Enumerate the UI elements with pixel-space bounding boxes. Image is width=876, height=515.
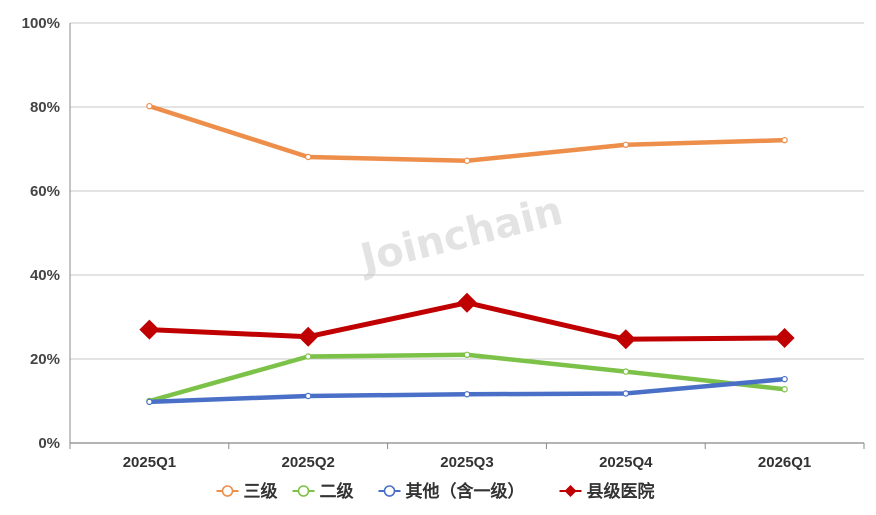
legend-marker [221, 485, 234, 497]
data-point-marker [457, 292, 477, 313]
legend-marker [564, 485, 577, 497]
y-tick-label: 60% [30, 183, 60, 200]
data-point-marker [305, 353, 312, 360]
legend-marker [383, 485, 396, 497]
x-tick-label: 2025Q3 [440, 454, 493, 471]
data-point-marker [298, 326, 319, 347]
data-point-marker [622, 141, 630, 148]
data-point-marker [463, 391, 471, 398]
data-point-marker [139, 319, 160, 340]
legend-item: 其他（含一级） [378, 481, 525, 502]
data-point-marker [463, 157, 471, 164]
series-group [139, 292, 795, 350]
axes [69, 23, 865, 449]
series-group [146, 102, 788, 164]
series-line [147, 376, 787, 405]
x-tick-label: 2025Q2 [282, 454, 335, 471]
data-point-marker [622, 390, 630, 397]
data-point-marker [774, 328, 795, 348]
legend-label: 二级 [320, 481, 354, 502]
x-tick-label: 2025Q1 [123, 454, 176, 471]
data-point-marker [146, 102, 153, 110]
data-point-marker [781, 386, 788, 393]
gridlines [70, 22, 864, 360]
data-point-marker [463, 351, 471, 358]
y-tick-label: 0% [38, 435, 60, 452]
legend-label: 三级 [244, 481, 278, 502]
data-point-marker [146, 398, 153, 406]
y-tick-label: 100% [22, 15, 60, 32]
y-tick-label: 40% [30, 267, 60, 284]
x-tick-label: 2026Q1 [758, 454, 811, 471]
series-group [146, 375, 788, 406]
series-line [147, 103, 787, 164]
y-tick-label: 20% [30, 351, 60, 368]
y-tick-label: 80% [30, 99, 60, 116]
data-point-marker [305, 153, 312, 161]
data-point-marker [781, 375, 788, 383]
x-tick-label: 2025Q4 [599, 454, 653, 471]
series-lines [139, 102, 795, 406]
data-point-marker [781, 136, 788, 144]
legend-item: 三级 [216, 481, 278, 502]
x-axis-ticks: 2025Q1 2025Q2 2025Q3 2025Q4 2026Q1 [123, 454, 812, 471]
legend-label: 其他（含一级） [406, 481, 525, 502]
legend-item: 二级 [292, 481, 354, 502]
watermark: Joinchain [353, 188, 567, 283]
y-axis-ticks: 0% 20% 40% 60% 80% 100% [22, 15, 60, 452]
legend-item: 县级医院 [559, 481, 655, 502]
legend: 三级 二级 其他（含一级） 县级医院 [216, 481, 655, 502]
legend-marker [297, 485, 310, 497]
legend-label: 县级医院 [587, 481, 655, 502]
data-point-marker [622, 368, 630, 375]
data-point-marker [305, 392, 312, 400]
data-point-marker [615, 329, 636, 350]
